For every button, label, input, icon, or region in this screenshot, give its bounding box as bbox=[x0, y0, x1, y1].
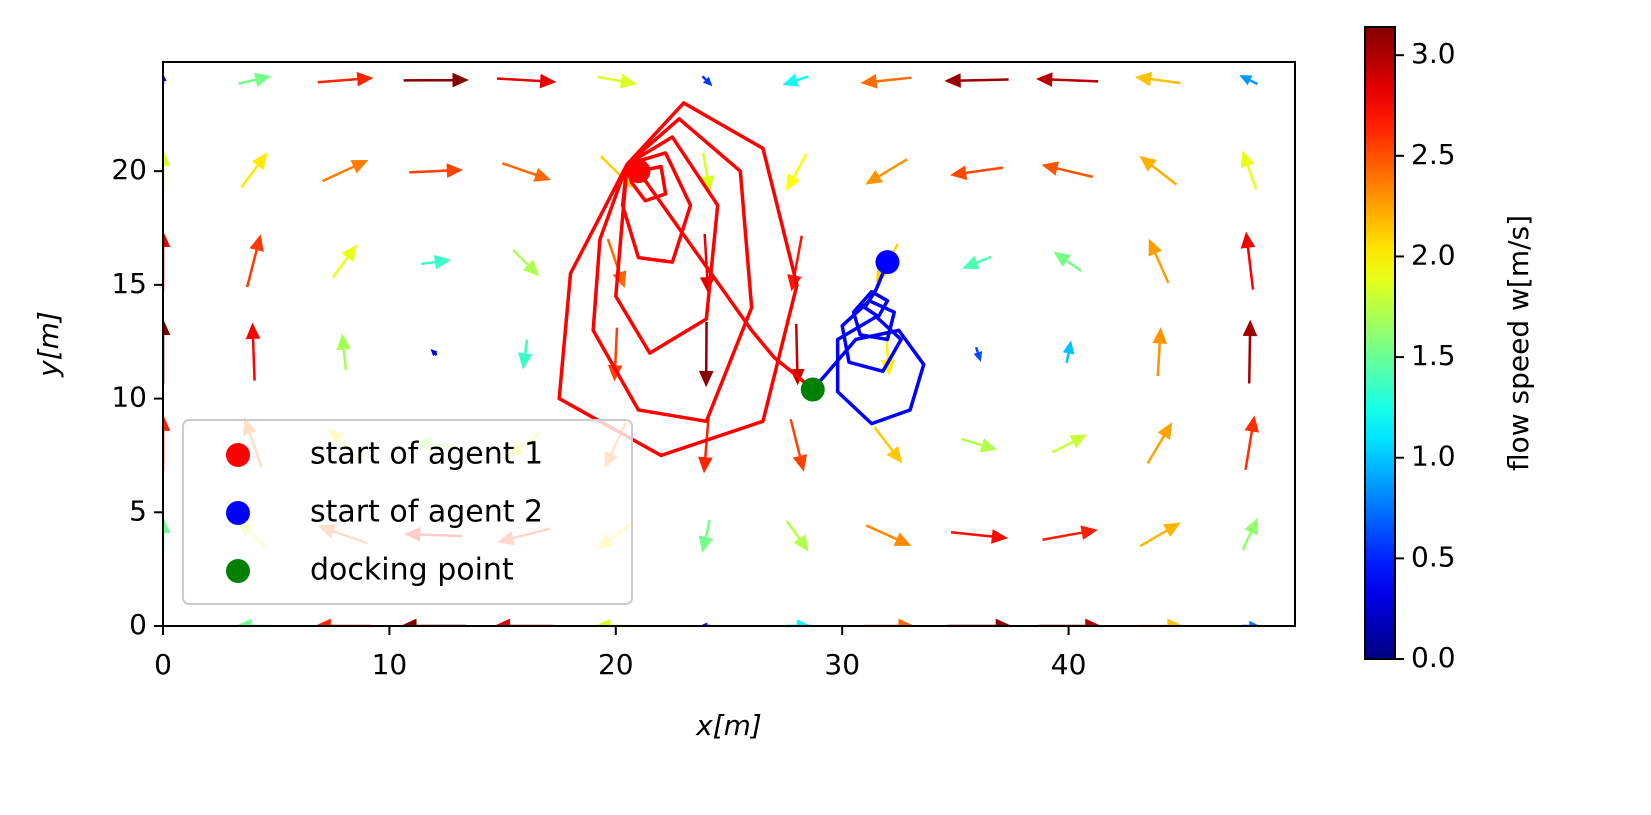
x-tick-label: 30 bbox=[824, 648, 860, 681]
flow-arrow bbox=[245, 322, 261, 381]
flow-arrow bbox=[1242, 319, 1258, 384]
flow-arrow bbox=[1053, 251, 1083, 272]
colorbar-label: flow speed w[m/s] bbox=[1502, 215, 1535, 471]
x-axis-label: x[m] bbox=[695, 709, 762, 742]
flow-arrow bbox=[501, 162, 552, 182]
flow-arrow bbox=[245, 234, 264, 288]
flow-arrow bbox=[1148, 238, 1170, 284]
flow-arrow bbox=[430, 348, 438, 356]
flow-arrow bbox=[701, 75, 713, 87]
legend-label: start of agent 1 bbox=[310, 437, 543, 472]
legend-marker bbox=[226, 559, 250, 583]
flow-arrow bbox=[517, 339, 533, 370]
flow-arrow bbox=[944, 73, 1009, 88]
flow-arrow bbox=[1146, 422, 1173, 465]
flow-arrow bbox=[336, 333, 352, 371]
flow-arrow bbox=[240, 152, 268, 189]
trajectory bbox=[557, 101, 814, 458]
flow-arrow bbox=[950, 529, 1009, 544]
y-tick-label: 10 bbox=[111, 381, 147, 414]
flow-arrow bbox=[409, 163, 464, 178]
flow-arrow bbox=[331, 244, 358, 279]
flow-arrow bbox=[1240, 150, 1258, 190]
flow-arrow bbox=[235, 618, 269, 626]
flow-arrow bbox=[238, 72, 272, 87]
colorbar-tick-label: 0.5 bbox=[1411, 540, 1456, 573]
point-marker bbox=[875, 250, 900, 275]
flow-arrow bbox=[594, 618, 635, 626]
flow-arrow bbox=[163, 516, 171, 551]
flow-arrow bbox=[873, 426, 903, 464]
legend-marker bbox=[226, 501, 250, 525]
legend-marker bbox=[226, 443, 250, 467]
x-tick-label: 10 bbox=[372, 648, 408, 681]
flow-arrow bbox=[785, 619, 812, 626]
flow-arrow bbox=[789, 419, 808, 472]
flow-arrow bbox=[865, 524, 912, 546]
flow-arrow bbox=[1035, 72, 1099, 87]
flow-arrow bbox=[1152, 327, 1168, 377]
flow-arrow bbox=[421, 254, 452, 270]
flow-arrow bbox=[1137, 618, 1184, 626]
flow-arrow bbox=[1062, 340, 1075, 364]
flow-arrow bbox=[1244, 415, 1260, 470]
colorbar-tick-label: 0.0 bbox=[1411, 641, 1456, 674]
flow-arrow bbox=[789, 323, 805, 386]
flow-arrow bbox=[962, 255, 992, 270]
flow-arrow bbox=[512, 249, 540, 277]
x-tick-label: 0 bbox=[154, 648, 172, 681]
flow-arrow bbox=[1139, 522, 1181, 548]
flow-arrow bbox=[700, 152, 715, 193]
flow-arrow bbox=[782, 73, 809, 87]
legend-box bbox=[182, 419, 633, 605]
flow-arrow bbox=[1042, 525, 1098, 541]
colorbar-tick-label: 1.0 bbox=[1411, 440, 1456, 473]
y-tick-label: 15 bbox=[111, 267, 147, 300]
plot-frame bbox=[162, 61, 1296, 627]
flow-arrow bbox=[1240, 231, 1256, 290]
flow-arrow bbox=[496, 73, 557, 89]
x-tick-label: 20 bbox=[598, 648, 634, 681]
x-tick-label: 40 bbox=[1051, 648, 1087, 681]
colorbar-tick-label: 2.5 bbox=[1411, 138, 1456, 171]
flow-arrow bbox=[950, 165, 1004, 181]
flow-arrow bbox=[1241, 517, 1258, 551]
flow-arrow bbox=[865, 158, 908, 185]
flow-arrow bbox=[317, 71, 374, 87]
flow-arrow bbox=[698, 417, 713, 474]
flow-arrow bbox=[1134, 71, 1181, 87]
flow-arrow bbox=[785, 520, 809, 552]
flow-arrow bbox=[961, 437, 998, 453]
flow-arrow bbox=[698, 519, 714, 554]
legend-label: start of agent 2 bbox=[310, 495, 543, 530]
flow-arrow bbox=[322, 159, 369, 183]
flow-arrow bbox=[1041, 161, 1094, 179]
legend-label: docking point bbox=[310, 553, 514, 588]
y-tick-label: 5 bbox=[129, 494, 147, 527]
flow-arrow bbox=[860, 74, 912, 89]
colorbar-tick-label: 2.0 bbox=[1411, 238, 1456, 271]
flow-arrow bbox=[1239, 75, 1259, 86]
flow-arrow bbox=[597, 73, 638, 89]
y-tick-label: 0 bbox=[129, 608, 147, 641]
flow-arrow bbox=[1139, 155, 1178, 186]
flow-arrow bbox=[1052, 434, 1088, 454]
y-axis-label: y[m] bbox=[32, 311, 65, 378]
flow-arrow bbox=[403, 72, 469, 88]
colorbar-tick-label: 3.0 bbox=[1411, 37, 1456, 70]
colorbar-tick-label: 1.5 bbox=[1411, 339, 1456, 372]
point-marker bbox=[800, 377, 825, 402]
flow-arrow bbox=[973, 346, 983, 362]
colorbar bbox=[1364, 26, 1396, 660]
flow-arrow bbox=[698, 321, 714, 388]
y-tick-label: 20 bbox=[111, 153, 147, 186]
point-marker bbox=[626, 159, 651, 184]
flow-arrow bbox=[786, 153, 808, 192]
flow-arrow bbox=[163, 149, 171, 190]
trajectory bbox=[811, 261, 926, 426]
